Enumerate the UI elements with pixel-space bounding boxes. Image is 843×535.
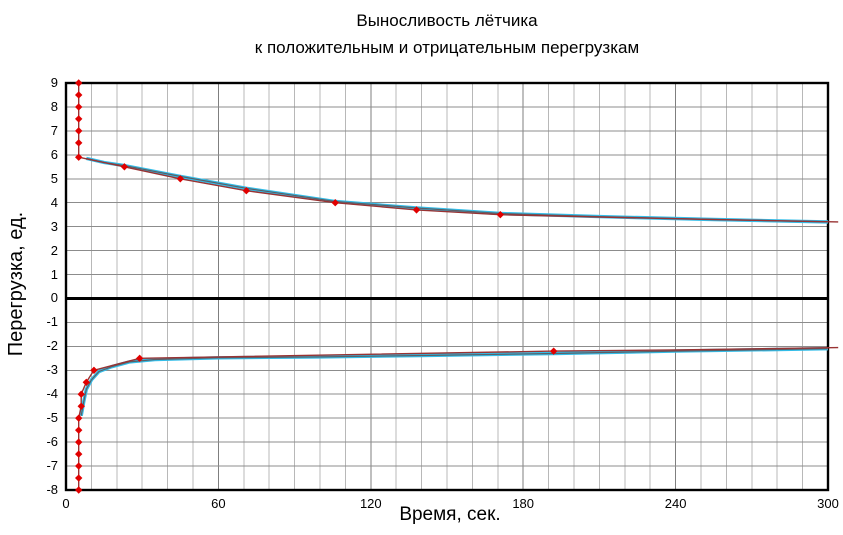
chart-title-line1: Выносливость лётчика xyxy=(356,11,538,30)
chart-title: Выносливость лётчика к положительным и о… xyxy=(66,7,828,61)
positive-g-tolerance-data-point xyxy=(75,139,83,147)
positive-g-tolerance-data-point xyxy=(75,103,83,111)
positive-g-tolerance-data-point xyxy=(75,153,83,161)
y-tick-label: -4 xyxy=(46,386,58,402)
negative-g-tolerance-data-point xyxy=(75,414,83,422)
positive-g-tolerance-data-point xyxy=(120,163,129,171)
x-tick-label: 240 xyxy=(664,496,687,511)
y-tick-label: -7 xyxy=(46,458,58,474)
y-tick-label: 1 xyxy=(50,266,58,282)
y-tick-label: -2 xyxy=(46,338,58,354)
negative-g-tolerance-data-point xyxy=(75,486,83,494)
positive-g-tolerance-data-point xyxy=(331,199,339,207)
x-tick-label: 0 xyxy=(62,496,70,511)
negative-g-tolerance-data-point xyxy=(75,438,83,446)
x-axis-title: Время, сек. xyxy=(399,504,501,525)
y-tick-label: -8 xyxy=(46,482,58,497)
chart-title-line2: к положительным и отрицательным перегруз… xyxy=(254,38,640,58)
x-tick-label: 300 xyxy=(817,496,839,511)
y-tick-label: 7 xyxy=(50,122,58,138)
y-tick-label: 5 xyxy=(50,170,58,186)
x-tick-label: 60 xyxy=(211,496,226,511)
y-tick-label: 4 xyxy=(50,194,58,210)
negative-g-tolerance-data-point xyxy=(75,450,83,458)
negative-g-tolerance-data-point xyxy=(75,426,83,434)
y-tick-label: 2 xyxy=(50,242,58,258)
y-tick-label: -5 xyxy=(46,410,58,426)
y-tick-label: -1 xyxy=(46,314,58,330)
y-tick-label: 8 xyxy=(50,98,58,114)
negative-g-tolerance-data-point xyxy=(75,474,83,482)
positive-g-tolerance-data-point xyxy=(75,115,83,123)
y-tick-label: -6 xyxy=(46,434,58,450)
y-tick-label: 9 xyxy=(50,75,58,90)
positive-g-tolerance-data-point xyxy=(75,127,83,135)
positive-g-tolerance-data-point xyxy=(496,210,505,219)
x-tick-label: 120 xyxy=(359,496,382,511)
y-tick-label: 3 xyxy=(50,218,58,234)
positive-g-tolerance-data-point xyxy=(75,79,83,87)
negative-g-tolerance-data-point xyxy=(549,347,558,355)
negative-g-tolerance-data-point xyxy=(77,402,85,410)
negative-g-tolerance-data-point xyxy=(135,354,144,363)
y-tick-label: -3 xyxy=(46,362,58,378)
x-tick-label: 180 xyxy=(512,496,535,511)
positive-g-tolerance-data-point xyxy=(412,206,421,214)
positive-g-tolerance-data-point xyxy=(75,91,83,99)
y-tick-label: 0 xyxy=(50,290,58,306)
negative-g-tolerance-data-point xyxy=(75,462,83,470)
negative-g-tolerance-data-point xyxy=(77,390,85,398)
y-tick-label: 6 xyxy=(50,146,58,162)
negative-g-tolerance-data-point xyxy=(82,378,91,386)
positive-g-tolerance-data-point xyxy=(242,187,251,195)
positive-g-tolerance-data-point xyxy=(176,175,184,183)
negative-g-tolerance-data-point xyxy=(90,366,98,374)
